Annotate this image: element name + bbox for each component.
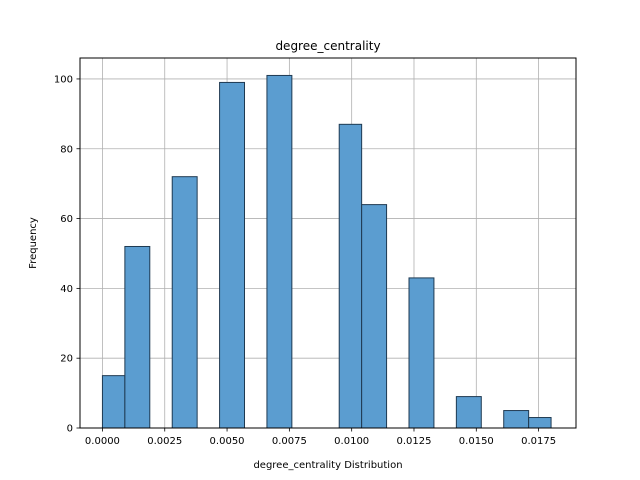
- x-tick-label: 0.0100: [334, 436, 369, 447]
- x-tick-label: 0.0150: [459, 436, 494, 447]
- x-tick-label: 0.0075: [272, 436, 307, 447]
- plot-frame: [79, 57, 577, 429]
- x-tick-label: 0.0125: [396, 436, 431, 447]
- x-tick-label: 0.0025: [147, 436, 182, 447]
- histogram-bar: [338, 123, 363, 429]
- y-axis-title: Frequency: [28, 217, 39, 269]
- histogram-bar: [101, 375, 126, 429]
- histogram-bar: [171, 176, 198, 429]
- histogram-bar: [408, 277, 435, 429]
- y-tick-label: 80: [60, 144, 73, 155]
- x-tick-label: 0.0050: [210, 436, 245, 447]
- bars: [101, 74, 552, 429]
- histogram-bar: [266, 74, 293, 429]
- histogram-bar: [455, 396, 482, 429]
- y-axis-ticks: 0 20 40 60 80 100: [54, 74, 80, 435]
- y-tick-label: 0: [67, 424, 73, 435]
- y-tick-label: 20: [60, 354, 73, 365]
- histogram-bar: [124, 245, 151, 429]
- histogram-bar: [361, 204, 388, 429]
- x-tick-label: 0.0175: [521, 436, 556, 447]
- histogram-bar: [528, 417, 552, 429]
- y-tick-label: 40: [60, 284, 73, 295]
- chart-title: degree_centrality: [275, 39, 380, 53]
- x-axis-ticks: 0.0000 0.0025 0.0050 0.0075 0.0100 0.0125 0.01…: [85, 428, 556, 447]
- y-tick-label: 100: [54, 74, 73, 85]
- histogram-bar: [219, 81, 246, 429]
- x-tick-label: 0.0000: [85, 436, 120, 447]
- y-tick-label: 60: [60, 214, 73, 225]
- histogram-bar: [503, 410, 530, 429]
- grid-lines: [80, 58, 576, 429]
- x-axis-title: degree_centrality Distribution: [253, 460, 402, 471]
